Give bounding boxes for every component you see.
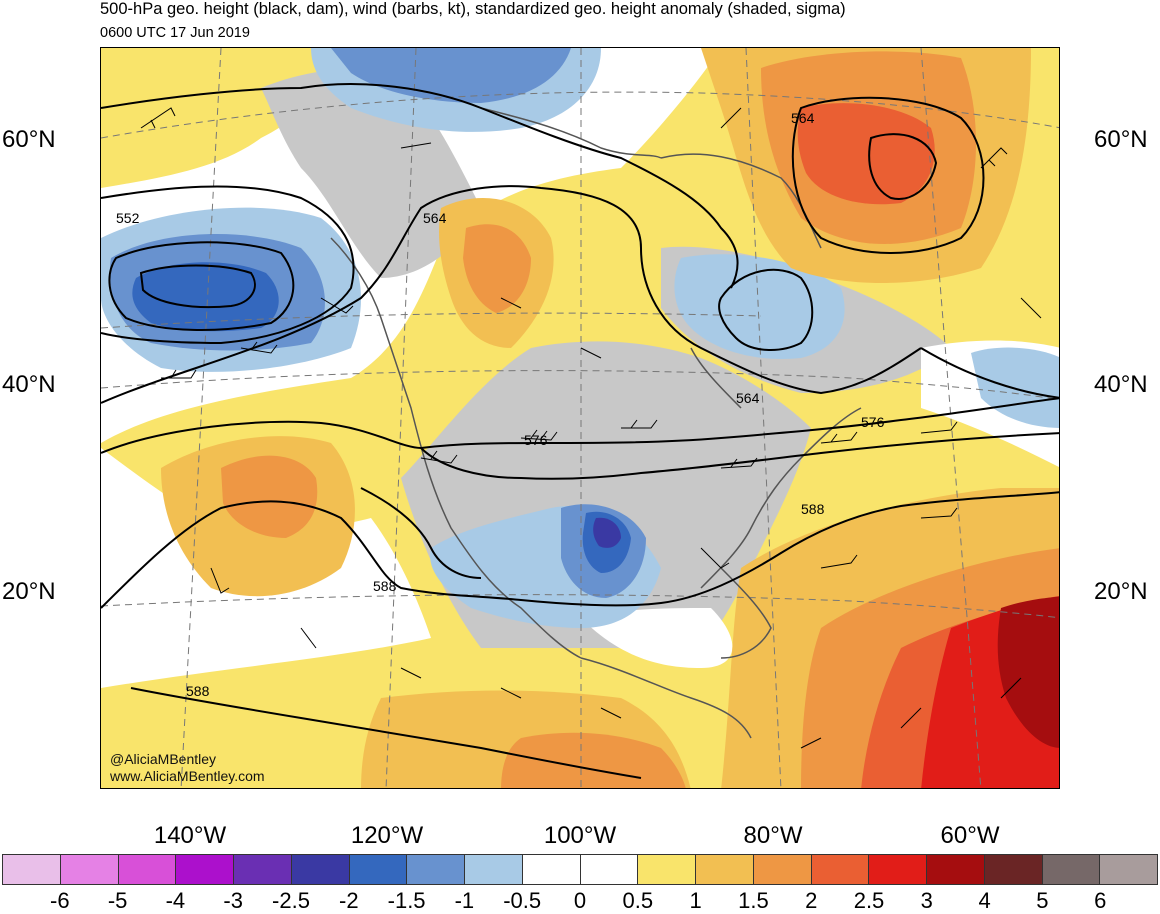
contour-label-576-west: 576 [524, 432, 548, 448]
anomaly-region-pos-1.5-east-pacific-south [501, 732, 686, 788]
colorbar-tick-label: 2.5 [853, 888, 885, 913]
contour-564-east [920, 347, 1059, 399]
colorbar-swatch-13 [753, 855, 812, 884]
colorbar-swatch-10 [580, 855, 639, 884]
colorbar-swatch-16 [927, 855, 985, 884]
graticule [101, 48, 1059, 788]
colorbar-tick-label: -1 [454, 888, 475, 913]
lat-label-40n-right: 40°N [1094, 371, 1148, 398]
colorbar-tick-label: 5 [1036, 888, 1049, 913]
contour-label-588-south: 588 [186, 683, 210, 699]
lon-label-120w: 120°W [350, 822, 424, 849]
contour-564-west [101, 185, 922, 404]
colorbar [2, 854, 1158, 885]
lat-label-40n-left: 40°N [2, 371, 56, 398]
lat-label-60n-right: 60°N [1094, 126, 1148, 153]
colorbar-tick-label: -6 [50, 888, 70, 913]
contour-greenland-outer [791, 96, 985, 254]
lon-label-60w: 60°W [940, 822, 1000, 849]
colorbar-swatch-9 [522, 855, 581, 884]
colorbar-tick-label: 3 [920, 888, 933, 913]
colorbar-tick-label: 2 [805, 888, 818, 913]
contour-greenland [868, 133, 938, 200]
colorbar-tick-label: 4 [978, 888, 991, 913]
valid-time: 0600 UTC 17 Jun 2019 [100, 25, 250, 41]
colorbar-swatch-1 [60, 855, 119, 884]
anomaly-region-pos-1.5-east-pacific [221, 455, 318, 538]
colorbar-swatch-19 [1100, 855, 1157, 884]
colorbar-swatch-18 [1042, 855, 1101, 884]
map-title: 500-hPa geo. height (black, dam), wind (… [100, 0, 846, 18]
contour-label-588-mid: 588 [373, 578, 397, 594]
contour-low-inner [139, 264, 256, 309]
map-panel: 552 564 564 564 576 576 588 588 588 [100, 47, 1060, 789]
contour-label-564-hudson: 564 [736, 390, 760, 406]
lat-label-20n-right: 20°N [1094, 578, 1148, 605]
contour-588 [101, 491, 1059, 609]
neutral-region-gulf [581, 608, 733, 668]
contour-label-588-east: 588 [801, 501, 825, 517]
lat-label-60n-left: 60°N [2, 126, 56, 153]
colorbar-tick-label: 0 [573, 888, 587, 913]
contour-576-b [420, 432, 1059, 480]
colorbar-tick-label: -5 [107, 888, 128, 913]
contour-label-564-west: 564 [423, 210, 447, 226]
colorbar-tick-label: 1.5 [738, 888, 769, 913]
colorbar-swatch-3 [176, 855, 234, 884]
contour-label-552: 552 [116, 210, 140, 226]
colorbar-swatch-7 [407, 855, 465, 884]
contour-564-north [101, 83, 739, 289]
lon-label-140w: 140°W [153, 822, 227, 849]
wind-barbs [140, 107, 1042, 749]
anomaly-region-pos-3-atlantic [997, 596, 1059, 748]
colorbar-swatch-11 [638, 855, 696, 884]
colorbar-tick-label: -3 [223, 888, 243, 913]
anomaly-region-neg-1-north [331, 48, 571, 103]
colorbar-swatch-5 [291, 855, 350, 884]
colorbar-tick-label: -0.5 [503, 888, 542, 913]
colorbar-swatch-15 [869, 855, 927, 884]
colorbar-tick-label: 1 [689, 888, 702, 913]
anomaly-region-pos-2-greenland [797, 103, 935, 205]
colorbar-swatch-14 [811, 855, 870, 884]
lon-label-100w: 100°W [543, 822, 617, 849]
colorbar-swatch-2 [118, 855, 177, 884]
colorbar-tick-label: -1.5 [387, 888, 426, 913]
colorbar-tick-label: -2 [339, 888, 359, 913]
height-contours [101, 83, 1059, 779]
lat-label-20n-left: 20°N [2, 578, 56, 605]
colorbar-tick-label: 6 [1094, 888, 1107, 913]
colorbar-tick-label: -2.5 [272, 888, 310, 913]
colorbar-tick-label: -4 [165, 888, 186, 913]
contour-564-hudson [718, 268, 814, 351]
contour-588-south [130, 687, 642, 779]
anomaly-region-neg-1.5-gulf-of-alaska [132, 262, 279, 332]
contour-576-mid [360, 487, 482, 579]
colorbar-swatch-0 [3, 855, 61, 884]
contour-label-564-greenland: 564 [791, 110, 815, 126]
colorbar-swatch-4 [234, 855, 292, 884]
credit-handle: @AliciaMBentley [110, 751, 217, 767]
lon-label-80w: 80°W [743, 822, 803, 849]
contour-label-576-east: 576 [861, 414, 885, 430]
anomaly-region-pos-1.5-west-canada [463, 224, 531, 313]
contour-552 [101, 185, 355, 345]
colorbar-swatch-12 [696, 855, 754, 884]
anomaly-region-neg-2-texas [593, 517, 621, 548]
contour-576 [101, 397, 1059, 454]
colorbar-swatch-17 [984, 855, 1043, 884]
credit-url: www.AliciaMBentley.com [110, 768, 265, 784]
colorbar-tick-label: 0.5 [622, 888, 654, 913]
contour-low-mid [108, 241, 295, 331]
anomaly-map [101, 48, 1059, 788]
colorbar-swatch-8 [465, 855, 523, 884]
colorbar-swatch-6 [349, 855, 408, 884]
